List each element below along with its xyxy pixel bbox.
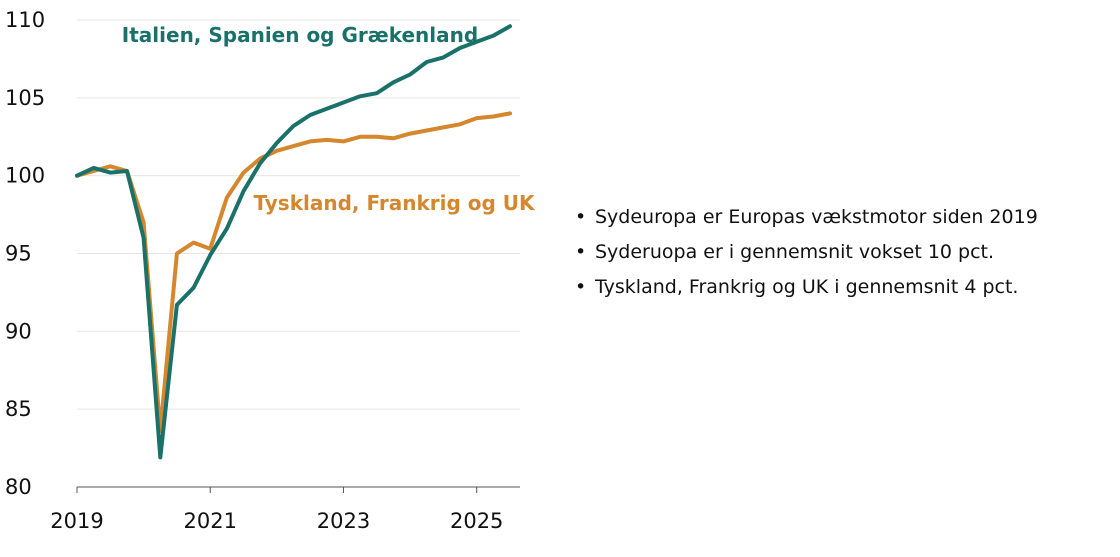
bullet-dot: • [575,241,587,263]
series-label-south: Italien, Spanien og Grækenland [122,23,478,47]
y-tick-label: 90 [5,319,32,343]
x-axis-ticks: 2019 2021 2023 2025 [50,487,503,533]
x-tick-label: 2025 [450,509,503,533]
bullet-dot: • [575,276,587,298]
line-chart: 80 85 90 95 100 105 110 2019 2021 2023 2025 Itali… [5,8,536,533]
bullet-text: Tyskland, Frankrig og UK i gennemsnit 4 … [595,276,1019,298]
bullet-item: • Syderuopa er i gennemsnit vokset 10 pct… [575,235,1038,270]
bullet-text: Syderuopa er i gennemsnit vokset 10 pct. [595,241,995,263]
series-line-south [75,24,512,460]
x-tick-label: 2023 [317,509,370,533]
y-tick-label: 95 [5,242,32,266]
y-axis-ticks: 80 85 90 95 100 105 110 [5,8,45,499]
bullet-dot: • [575,206,587,228]
y-tick-label: 105 [5,86,45,110]
y-tick-label: 110 [5,8,45,32]
x-tick-label: 2021 [184,509,237,533]
bullet-item: • Sydeuropa er Europas vækstmotor siden 2… [575,200,1038,235]
bullet-text: Sydeuropa er Europas vækstmotor siden 20… [595,206,1038,228]
y-tick-label: 80 [5,475,32,499]
y-tick-label: 100 [5,164,45,188]
series-line-north [75,111,512,433]
series-label-north: Tyskland, Frankrig og UK [253,191,536,215]
y-tick-label: 85 [5,397,32,421]
x-tick-label: 2019 [50,509,103,533]
series-lines [75,24,512,460]
bullet-list: • Sydeuropa er Europas vækstmotor siden 2… [575,200,1038,305]
bullet-item: • Tyskland, Frankrig og UK i gennemsnit 4… [575,270,1038,305]
